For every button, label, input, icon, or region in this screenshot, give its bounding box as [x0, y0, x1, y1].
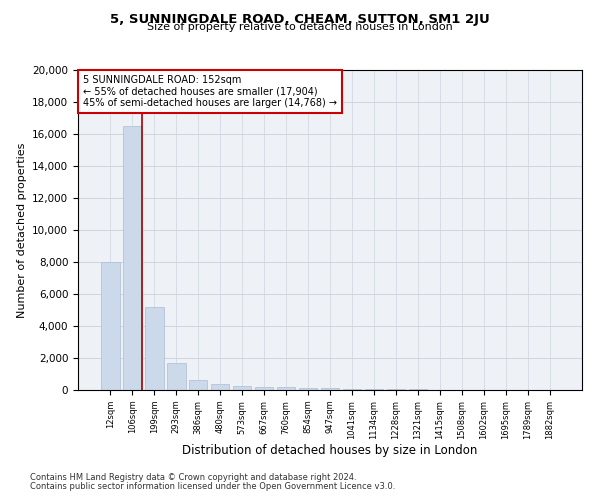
Bar [343, 389, 361, 390]
Bar [189, 380, 208, 390]
Text: Contains HM Land Registry data © Crown copyright and database right 2024.: Contains HM Land Registry data © Crown c… [30, 474, 356, 482]
Text: Contains public sector information licensed under the Open Government Licence v3: Contains public sector information licen… [30, 482, 395, 491]
Bar [101, 262, 119, 390]
Bar [167, 363, 185, 390]
Y-axis label: Number of detached properties: Number of detached properties [17, 142, 26, 318]
Bar [211, 384, 229, 390]
Bar [123, 126, 142, 390]
Text: 5 SUNNINGDALE ROAD: 152sqm
← 55% of detached houses are smaller (17,904)
45% of : 5 SUNNINGDALE ROAD: 152sqm ← 55% of deta… [83, 75, 337, 108]
Bar [365, 389, 383, 390]
Text: Size of property relative to detached houses in London: Size of property relative to detached ho… [147, 22, 453, 32]
Bar [233, 386, 251, 390]
Bar [277, 387, 295, 390]
Bar [255, 387, 274, 390]
Bar [299, 388, 317, 390]
Text: 5, SUNNINGDALE ROAD, CHEAM, SUTTON, SM1 2JU: 5, SUNNINGDALE ROAD, CHEAM, SUTTON, SM1 … [110, 12, 490, 26]
Bar [320, 388, 340, 390]
Bar [145, 307, 164, 390]
X-axis label: Distribution of detached houses by size in London: Distribution of detached houses by size … [182, 444, 478, 458]
